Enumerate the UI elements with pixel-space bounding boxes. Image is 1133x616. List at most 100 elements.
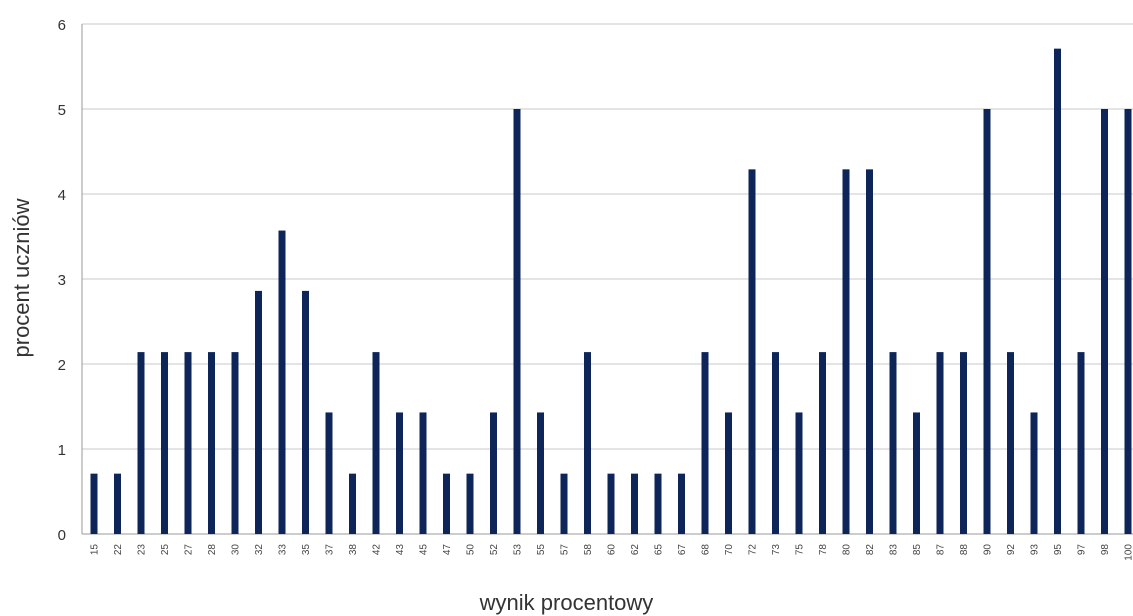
x-tick-label: 90 (983, 544, 994, 556)
bar-67 (678, 474, 685, 534)
bar-42 (373, 352, 380, 534)
x-tick-label: 55 (536, 544, 547, 556)
x-tick-label: 37 (325, 544, 336, 556)
x-tick-label: 72 (748, 544, 759, 556)
x-tick-label: 32 (254, 544, 265, 556)
x-tick-label: 97 (1077, 544, 1088, 556)
x-tick-label: 60 (607, 544, 618, 556)
bar-82 (866, 169, 873, 534)
bar-58 (584, 352, 591, 534)
bar-90 (984, 109, 991, 534)
y-tick-label: 5 (58, 102, 66, 119)
y-tick-label: 2 (58, 357, 66, 374)
bar-27 (185, 352, 192, 534)
x-tick-label: 52 (489, 544, 500, 556)
bar-43 (396, 412, 403, 534)
bar-22 (114, 474, 121, 534)
bar-35 (302, 291, 309, 534)
bar-95 (1054, 49, 1061, 534)
bar-100 (1125, 109, 1132, 534)
x-tick-label: 45 (419, 544, 430, 556)
x-tick-label: 43 (395, 544, 406, 556)
y-tick-label: 4 (58, 187, 66, 204)
y-tick-label: 6 (58, 17, 66, 34)
y-tick-label: 0 (58, 527, 66, 544)
x-tick-label: 47 (442, 544, 453, 556)
x-tick-label: 70 (724, 544, 735, 556)
bar-87 (937, 352, 944, 534)
bar-65 (655, 474, 662, 534)
bar-88 (960, 352, 967, 534)
bar-28 (208, 352, 215, 534)
x-tick-label: 25 (160, 544, 171, 556)
bar-45 (420, 412, 427, 534)
bar-97 (1078, 352, 1085, 534)
bar-57 (561, 474, 568, 534)
x-tick-label: 93 (1030, 544, 1041, 556)
x-tick-label: 65 (654, 544, 665, 556)
bar-92 (1007, 352, 1014, 534)
x-tick-label: 28 (207, 544, 218, 556)
x-tick-label: 53 (513, 544, 524, 556)
x-tick-label: 23 (137, 544, 148, 556)
x-tick-label: 83 (889, 544, 900, 556)
y-tick-label: 3 (58, 272, 66, 289)
x-tick-label: 30 (231, 544, 242, 556)
bar-80 (843, 169, 850, 534)
bar-47 (443, 474, 450, 534)
bar-83 (890, 352, 897, 534)
x-tick-label: 80 (842, 544, 853, 556)
x-tick-label: 35 (301, 544, 312, 556)
x-tick-label: 58 (583, 544, 594, 556)
x-axis-label: wynik procentowy (0, 590, 1133, 616)
bar-33 (279, 231, 286, 534)
bar-52 (490, 412, 497, 534)
bar-85 (913, 412, 920, 534)
bar-30 (232, 352, 239, 534)
bar-25 (161, 352, 168, 534)
x-tick-label: 62 (630, 544, 641, 556)
x-tick-label: 68 (701, 544, 712, 556)
bar-37 (326, 412, 333, 534)
bar-75 (796, 412, 803, 534)
bar-70 (725, 412, 732, 534)
x-tick-label: 22 (113, 544, 124, 556)
bar-60 (608, 474, 615, 534)
x-tick-label: 57 (560, 544, 571, 556)
bar-68 (702, 352, 709, 534)
x-tick-label: 88 (959, 544, 970, 556)
y-tick-label: 1 (58, 442, 66, 459)
bar-55 (537, 412, 544, 534)
x-tick-label: 98 (1100, 544, 1111, 556)
x-tick-label: 50 (466, 544, 477, 556)
x-tick-label: 38 (348, 544, 359, 556)
x-tick-label: 92 (1006, 544, 1017, 556)
bar-93 (1031, 412, 1038, 534)
bar-32 (255, 291, 262, 534)
x-tick-label: 15 (90, 544, 101, 556)
x-tick-label: 85 (912, 544, 923, 556)
x-tick-label: 82 (865, 544, 876, 556)
bar-73 (772, 352, 779, 534)
x-tick-label: 67 (677, 544, 688, 556)
x-tick-label: 27 (184, 544, 195, 556)
x-tick-label: 75 (795, 544, 806, 556)
x-tick-label: 33 (278, 544, 289, 556)
y-axis-label: procent uczniów (9, 199, 35, 358)
bar-50 (467, 474, 474, 534)
x-tick-label: 95 (1053, 544, 1064, 556)
bar-38 (349, 474, 356, 534)
x-tick-label: 42 (372, 544, 383, 556)
x-tick-label: 78 (818, 544, 829, 556)
bar-72 (749, 169, 756, 534)
x-tick-label: 100 (1124, 544, 1133, 561)
bar-78 (819, 352, 826, 534)
bar-15 (91, 474, 98, 534)
x-tick-label: 73 (771, 544, 782, 556)
bar-53 (514, 109, 521, 534)
bar-98 (1101, 109, 1108, 534)
bar-62 (631, 474, 638, 534)
bar-23 (138, 352, 145, 534)
x-tick-label: 87 (936, 544, 947, 556)
